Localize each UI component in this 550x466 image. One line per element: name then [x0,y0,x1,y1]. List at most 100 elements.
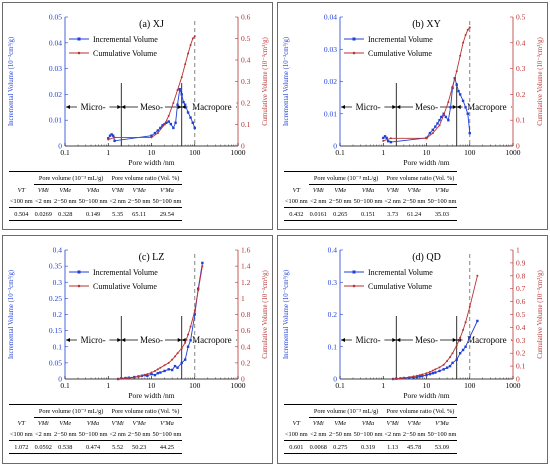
cumulative-volume-point [157,132,159,134]
panel-lz: (c) LZ 0.1 1 10 100 1000 Pore width /nm 0 0.05 0.… [2,235,273,464]
table-range: 50−100 nm [353,196,384,208]
region-arrowhead [453,105,457,109]
cumulative-volume-point [197,289,199,291]
cumulative-volume-point [403,377,405,379]
incremental-volume-point [154,132,156,134]
x-tick-label: 100 [464,148,476,157]
incremental-volume-point [184,104,186,106]
region-label: Meso- [140,102,163,112]
region-label: Meso- [140,335,163,345]
region-label: Meso- [415,335,438,345]
cumulative-volume-point [421,373,423,375]
incremental-volume-point [172,127,174,129]
cumulative-volume-point [124,377,126,379]
incremental-volume-point [434,125,436,127]
table-head-ratio: Pore volume ratio (Vol. %) [384,405,458,418]
incremental-volume-point [436,122,438,124]
table-value: 1.072 [9,441,34,454]
table-var: VMe [328,185,353,197]
cumulative-volume-point [434,368,436,370]
table-var: V′Ma [426,185,457,197]
region-arrowhead [66,338,70,342]
region-arrowhead [121,105,125,109]
y-left-tick-label: 0.02 [324,77,337,86]
x-axis-label: Pore width /nm [128,391,174,400]
y-right-tick-label: 1 [241,294,245,303]
table-value: 0.0161 [309,208,328,221]
cumulative-volume-point [443,114,445,116]
region-arrowhead [117,105,121,109]
table-var: V′Ma [151,418,182,430]
y-right-axis-label: Cumulative Volume (10⁻³cm³/g) [262,270,269,359]
incremental-volume-point [451,362,453,364]
incremental-volume-point [449,106,451,108]
y-right-axis-label: Cumulative Volume (10⁻³cm³/g) [537,37,544,126]
cumulative-volume-point [151,372,153,374]
legend-marker [78,285,81,288]
y-left-axis-label: Incremental Volume (10⁻³cm³/g) [8,37,15,126]
x-tick-label: 10 [423,381,431,390]
incremental-volume-line [118,263,202,379]
cumulative-volume-point [117,378,119,380]
y-right-tick-label: 1.4 [241,262,251,271]
region-arrowhead [392,338,396,342]
y-right-tick-label: 0 [241,142,245,151]
legend-marker [353,271,356,274]
incremental-volume-point [187,346,189,348]
y-right-axis-label: Cumulative Volume (10⁻³cm³/g) [262,37,269,126]
cumulative-volume-point [465,321,467,323]
cumulative-volume-point [429,371,431,373]
incremental-volume-point [181,93,183,95]
table-value: 0.149 [78,208,109,221]
table-range: 50−100 nm [151,196,182,208]
cumulative-volume-point [412,375,414,377]
y-left-tick-label: 0 [333,142,337,151]
chart-title: (c) LZ [139,252,165,263]
y-left-tick-label: 0.1 [53,342,63,351]
cumulative-volume-point [395,378,397,380]
incremental-volume-point [438,370,440,372]
table-value: 0.328 [53,208,78,221]
table-var: VMi [34,418,53,430]
table-var: V′Mi [384,418,402,430]
chart-xj: (a) XJ0.1 1 10 100 1000Pore width /nm00.010.… [3,3,274,173]
y-right-tick-label: 0.1 [241,120,251,129]
cumulative-volume-point [449,356,451,358]
cumulative-volume-point [201,265,203,267]
incremental-volume-point [174,122,176,124]
cumulative-volume-point [187,53,189,55]
table-value: 53.09 [426,441,457,454]
cumulative-volume-point [443,364,445,366]
cumulative-volume-point [164,124,166,126]
table-head-volume: Pore volume (10⁻³ mL/g) [309,405,384,418]
cumulative-volume-point [181,347,183,349]
cumulative-volume-point [181,76,183,78]
y-left-tick-label: 0.4 [328,246,338,255]
incremental-volume-point [176,104,178,106]
table-value: 0.538 [53,441,78,454]
incremental-volume-point [387,140,389,142]
table-range: <100 nm [284,429,309,441]
incremental-volume-point [446,367,448,369]
incremental-volume-point [159,371,161,373]
incremental-volume-point [432,129,434,131]
y-left-axis-label: Incremental Volume (10⁻³cm³/g) [283,270,290,359]
incremental-volume-point [434,371,436,373]
region-arrowhead [396,338,400,342]
y-left-tick-label: 0.3 [328,278,338,287]
table-range: <100 nm [9,196,34,208]
incremental-volume-point [192,122,194,124]
cumulative-volume-point [190,326,192,328]
cumulative-volume-point [171,359,173,361]
x-axis-label: Pore width /nm [403,391,449,400]
table-var: VMa [78,185,109,197]
cumulative-volume-point [432,370,434,372]
cumulative-volume-point [187,334,189,336]
incremental-volume-point [187,111,189,113]
y-left-tick-label: 0.2 [328,310,338,319]
incremental-volume-point [181,362,183,364]
cumulative-volume-point [467,29,469,31]
table-var: V′Me [127,418,152,430]
chart-lz: (c) LZ0.1 1 10 100 1000Pore width /nm00.050.… [3,236,274,406]
cumulative-volume-point [456,344,458,346]
